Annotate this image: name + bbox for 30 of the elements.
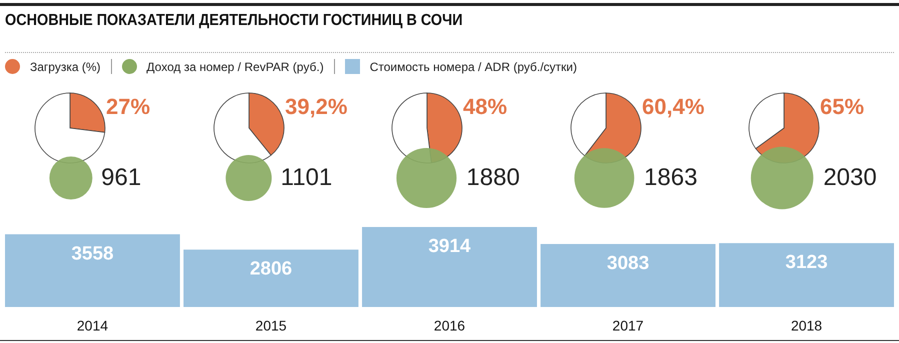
pie-slice bbox=[34, 92, 106, 164]
data-label: 3123 bbox=[785, 252, 828, 274]
text: ОСНОВНЫЕ ПОКАЗАТЕЛИ ДЕЯТЕЛЬНОСТИ ГОСТИНИЦ В СОЧИ bbox=[5, 12, 463, 30]
legend-label: Стоимость номера / ADR (руб./сутки) bbox=[370, 60, 577, 74]
data-label: 1101 bbox=[280, 164, 332, 191]
data-label: 1880 bbox=[466, 164, 520, 191]
x-tick-label: 2017 bbox=[612, 318, 644, 334]
data-label: 39,2% bbox=[284, 94, 347, 119]
bar bbox=[184, 250, 358, 307]
data-label: 48% bbox=[463, 94, 508, 119]
data-label: 3914 bbox=[428, 236, 472, 257]
x-tick-label: 2018 bbox=[790, 318, 822, 334]
data-label: 60,4% bbox=[642, 94, 704, 119]
bar bbox=[5, 234, 180, 307]
x-tick-label: 2014 bbox=[76, 318, 108, 334]
data-label: 2030 bbox=[823, 164, 877, 191]
x-tick-label: 2016 bbox=[434, 318, 466, 334]
data-label: 1863 bbox=[644, 164, 698, 191]
bar bbox=[719, 243, 894, 307]
data-label: 65% bbox=[820, 94, 864, 119]
data-label: 3558 bbox=[71, 243, 114, 264]
legend-label: Загрузка (%) bbox=[30, 60, 101, 74]
data-label: 961 bbox=[101, 164, 142, 191]
data-label: 3083 bbox=[606, 252, 650, 274]
x-tick-label: 2015 bbox=[255, 318, 287, 334]
legend-label: Доход за номер / RevPAR (руб.) bbox=[146, 60, 324, 74]
data-label: 2806 bbox=[250, 258, 292, 280]
data-label: 27% bbox=[106, 94, 150, 119]
bar bbox=[540, 244, 716, 307]
bar bbox=[362, 227, 537, 307]
